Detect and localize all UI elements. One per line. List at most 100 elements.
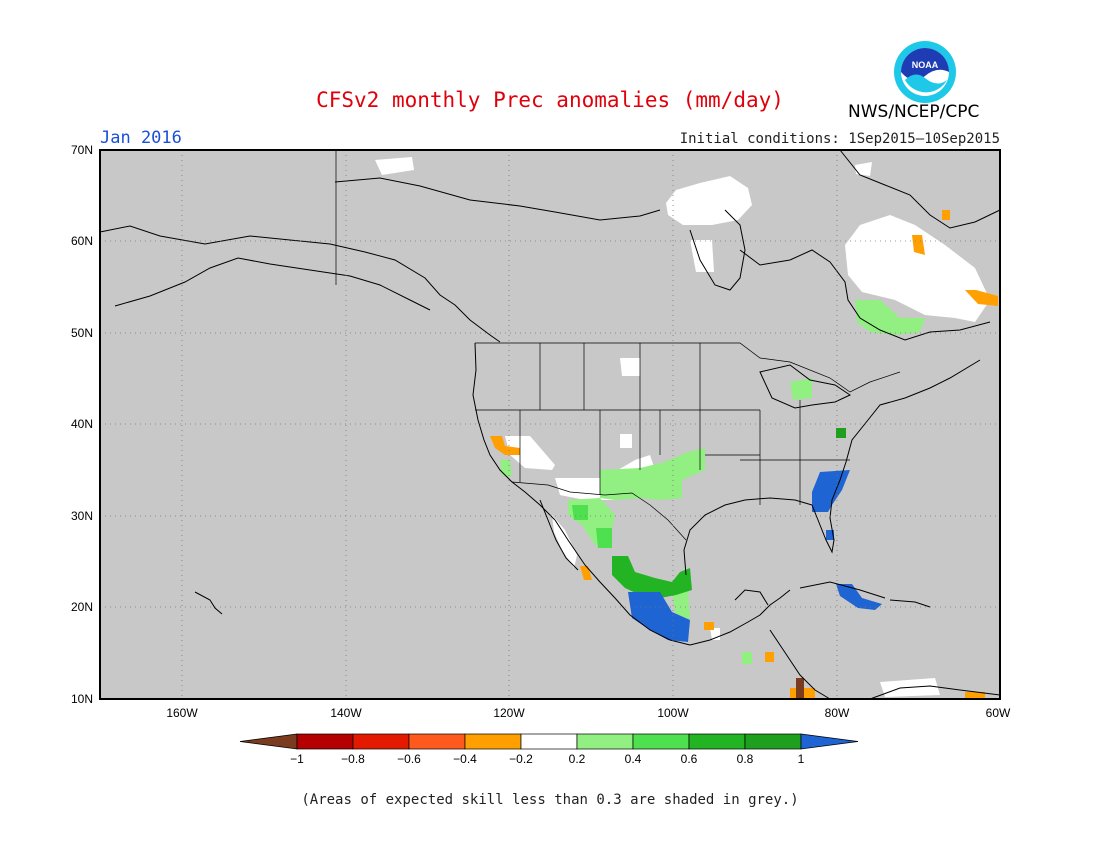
anomaly-patch-sinaloa-green	[596, 528, 612, 548]
initial-conditions-label: Initial conditions: 1Sep2015–10Sep2015	[679, 131, 1000, 147]
anomaly-patch-ca-orange	[490, 436, 520, 455]
coastline-cuba	[799, 581, 886, 599]
map-frame	[99, 149, 1001, 700]
anomaly-patch-labrador	[845, 215, 990, 322]
colorbar-tick-label: 0.6	[681, 752, 698, 766]
colorbar-tick-label: 0.2	[569, 752, 586, 766]
border-us-mexico	[511, 481, 687, 541]
coastline-eastcoast	[831, 359, 981, 501]
lon-label: 60W	[986, 706, 1011, 720]
lat-label: 30N	[71, 509, 93, 523]
colorbar-swatch	[296, 733, 354, 750]
lon-label: 80W	[825, 706, 850, 720]
colorbar-swatch	[520, 733, 578, 750]
anomaly-patch-quebec-green	[855, 300, 925, 335]
coastline-centralamerica	[769, 629, 831, 700]
coastline-hispaniola	[889, 599, 931, 608]
political-borders	[335, 150, 901, 541]
anomaly-patch-ca-green	[500, 460, 512, 476]
anomaly-patch-sonora-green	[572, 505, 588, 520]
anomaly-patch-quebec-orange1	[912, 235, 925, 255]
anomaly-patch-greatlakes-green	[790, 378, 812, 400]
colorbar-arrow-low	[239, 733, 298, 750]
chart-title: CFSv2 monthly Prec anomalies (mm/day)	[316, 88, 784, 112]
lon-label: 100W	[657, 706, 689, 720]
colorbar-swatch	[352, 733, 410, 750]
lat-label: 10N	[71, 692, 93, 706]
colorbar-swatch	[688, 733, 746, 750]
border-states-1	[475, 343, 850, 505]
coastline-greenland	[839, 149, 1001, 229]
lon-label: 140W	[330, 706, 362, 720]
lat-label: 20N	[71, 600, 93, 614]
anomaly-patch-swus-green	[600, 448, 705, 500]
colorbar-tick-label: −0.6	[397, 752, 421, 766]
coastline-florida	[811, 499, 835, 554]
colorbar-tick-label: −1	[290, 752, 304, 766]
coastlines	[99, 149, 1001, 700]
colorbar-tick-label: −0.8	[341, 752, 365, 766]
colorbar-arrow-high	[800, 733, 859, 750]
coastline-westcoast	[472, 342, 556, 521]
anomaly-patch-bajacal	[552, 515, 577, 568]
colorbar-tick-label: 1	[798, 752, 805, 766]
colorbar-tick-label: −0.4	[453, 752, 477, 766]
anomaly-patch-cam-orange	[704, 622, 714, 630]
colorbar: −1 −0.8 −0.6 −0.4 −0.2 0.2 0.4 0.6 0.8 1	[239, 733, 859, 766]
coastline-baja	[539, 499, 579, 571]
lon-labels: 160W 140W 120W 100W 80W 60W	[166, 706, 1011, 720]
colorbar-swatch	[464, 733, 522, 750]
colorbar-swatch	[744, 733, 802, 750]
anomaly-patch-ellesmere	[375, 157, 414, 175]
lat-label: 60N	[71, 234, 93, 248]
lon-label: 120W	[493, 706, 525, 720]
anomaly-patch-mex-green	[672, 590, 690, 620]
coastline-yucatan	[734, 589, 769, 606]
coastline-hawaii	[194, 591, 223, 615]
coastline-arctic	[334, 177, 661, 221]
anomaly-patch-nc-green	[836, 428, 846, 438]
org-label: NWS/NCEP/CPC	[848, 102, 980, 122]
border-us-canada	[475, 342, 901, 393]
lat-label: 40N	[71, 417, 93, 431]
coastline-gulf	[689, 589, 791, 646]
grid-lines	[100, 150, 1000, 699]
anomaly-patch-greenland	[855, 162, 872, 176]
colorbar-tick-label: −0.2	[509, 752, 533, 766]
anomaly-patch-panama-brown	[796, 678, 804, 699]
colorbar-swatch	[576, 733, 634, 750]
coastline-labrador	[739, 249, 991, 341]
anomaly-patch-fl-blue	[826, 530, 834, 540]
anomaly-patch-quebec-orange2	[965, 290, 998, 306]
coastline-mexico-west	[554, 519, 691, 646]
noaa-logo-text: NOAA	[912, 60, 939, 70]
coastline-gulf-north	[683, 497, 813, 576]
anomaly-patch-hudson	[666, 176, 752, 225]
colorbar-swatch	[408, 733, 466, 750]
anomaly-patch-nevada	[505, 436, 555, 470]
coastline-alaska-south	[114, 257, 431, 311]
anomaly-patch-greenland-orange	[942, 210, 950, 220]
anomaly-patch-honduras-orange	[765, 652, 774, 662]
lat-label: 50N	[71, 326, 93, 340]
anomaly-patch-mex-darkgreen	[612, 556, 692, 598]
anomaly-patch-dakota	[620, 358, 640, 376]
anomaly-patch-cuba-blue	[836, 584, 882, 610]
coastline-greatlakes	[759, 364, 852, 409]
colorbar-tick-label: 0.4	[625, 752, 642, 766]
coastline-sa	[869, 685, 1001, 700]
coastline-alaska	[99, 225, 501, 343]
colorbar-swatch	[632, 733, 690, 750]
noaa-logo: NOAA	[894, 41, 956, 103]
anomaly-patch-sa-orange	[965, 692, 985, 699]
coastline-hudsonbay	[689, 209, 746, 291]
anomaly-patch-se-blue	[812, 470, 850, 512]
anomaly-patch-cam-green	[742, 652, 752, 664]
month-label: Jan 2016	[100, 128, 182, 148]
lat-labels: 70N 60N 50N 40N 30N 20N 10N	[71, 143, 93, 706]
anomaly-patch-colorado	[620, 434, 632, 448]
footnote: (Areas of expected skill less than 0.3 a…	[301, 792, 799, 808]
colorbar-tick-label: 0.8	[737, 752, 754, 766]
anomaly-patch-mex-blue	[628, 592, 690, 642]
